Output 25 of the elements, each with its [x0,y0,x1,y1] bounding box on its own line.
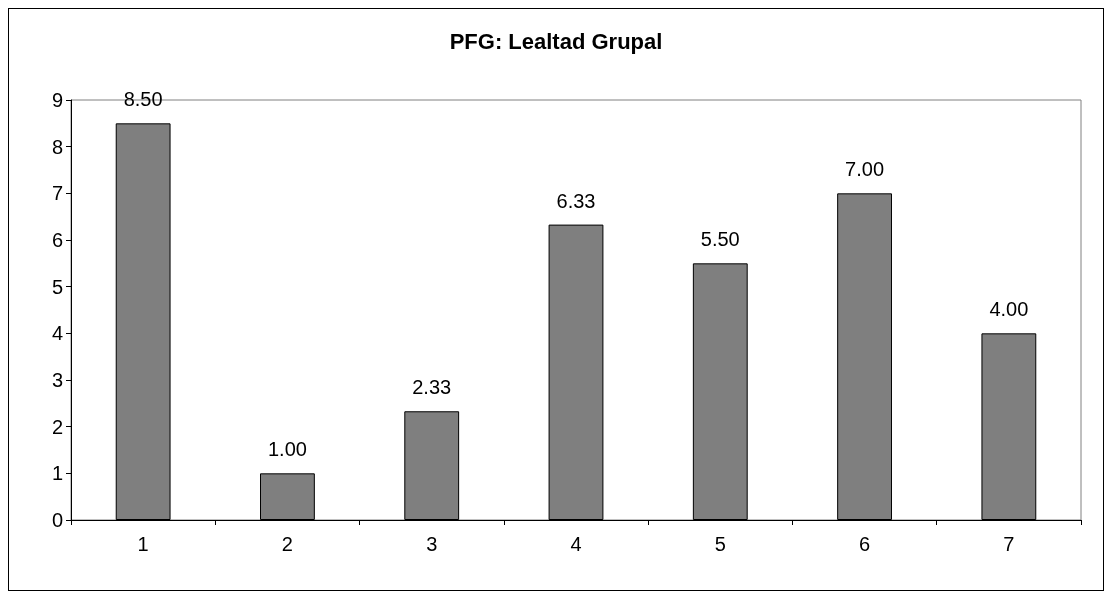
x-tick-label: 2 [281,533,293,555]
data-label: 8.50 [123,88,163,111]
y-tick-label: 9 [51,89,63,111]
y-tick-label: 7 [51,182,63,205]
data-label: 1.00 [267,438,307,461]
y-tick-label: 4 [51,322,63,345]
y-tick-label: 1 [51,462,63,485]
chart-title: PFG: Lealtad Grupal [449,28,663,54]
y-tick-label: 6 [51,229,63,251]
data-label: 5.50 [700,228,740,251]
data-label: 4.00 [989,298,1029,321]
y-tick-label: 2 [51,415,63,438]
x-tick-label: 6 [859,533,871,555]
x-tick-label: 1 [137,533,149,555]
data-label: 2.33 [412,376,452,399]
x-tick-label: 4 [570,533,582,555]
y-tick-label: 0 [51,509,63,531]
y-tick-label: 5 [51,275,63,298]
data-label: 7.00 [845,158,885,181]
x-tick-label: 3 [426,533,438,555]
y-tick-label: 8 [51,135,63,158]
y-tick-label: 3 [51,369,63,391]
data-label: 6.33 [556,189,596,212]
x-tick-label: 5 [714,533,726,555]
x-tick-label: 7 [1003,533,1015,555]
